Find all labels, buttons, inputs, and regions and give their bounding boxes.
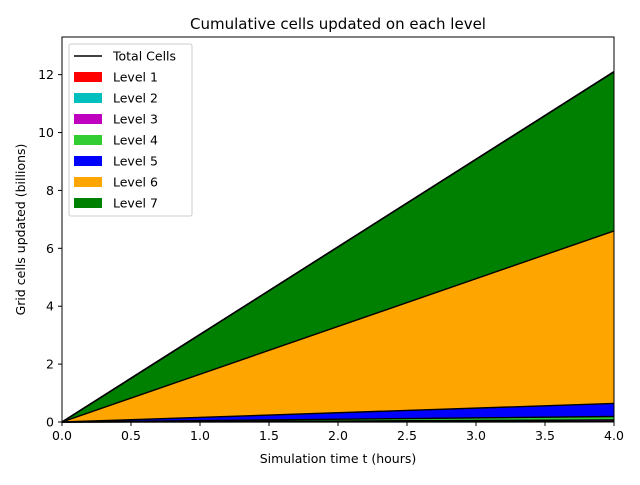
y-tick-label: 10 [38, 125, 54, 140]
x-tick-label: 0.5 [121, 428, 141, 443]
x-axis-label: Simulation time t (hours) [260, 451, 417, 466]
legend-label-total-cells: Total Cells [112, 49, 176, 64]
legend-swatch-level-1 [74, 72, 102, 82]
y-tick-label: 8 [46, 183, 54, 198]
y-axis-ticks: 0 2 4 6 8 10 12 [38, 67, 62, 429]
legend: Total Cells Level 1 Level 2 Level 3 Level 4 L… [69, 44, 192, 216]
legend-label-level-7: Level 7 [113, 196, 158, 211]
x-tick-label: 3.5 [535, 428, 555, 443]
legend-label-level-6: Level 6 [113, 175, 158, 190]
legend-label-level-2: Level 2 [113, 91, 158, 106]
legend-label-level-3: Level 3 [113, 112, 158, 127]
y-tick-label: 2 [46, 357, 54, 372]
legend-swatch-level-6 [74, 177, 102, 187]
x-tick-label: 2.5 [397, 428, 417, 443]
y-tick-label: 4 [46, 299, 54, 314]
x-axis-ticks: 0.0 0.5 1.0 1.5 2.0 2.5 3.0 3.5 4.0 [52, 422, 624, 443]
x-tick-label: 2.0 [328, 428, 348, 443]
legend-swatch-level-2 [74, 93, 102, 103]
x-tick-label: 4.0 [604, 428, 624, 443]
legend-swatch-level-4 [74, 135, 102, 145]
legend-swatch-level-7 [74, 198, 102, 208]
y-axis-label: Grid cells updated (billions) [13, 144, 28, 316]
legend-label-level-4: Level 4 [113, 133, 158, 148]
y-tick-label: 0 [46, 415, 54, 430]
y-tick-label: 12 [38, 67, 54, 82]
legend-label-level-5: Level 5 [113, 154, 158, 169]
x-tick-label: 0.0 [52, 428, 72, 443]
y-tick-label: 6 [46, 241, 54, 256]
x-tick-label: 1.5 [259, 428, 279, 443]
x-tick-label: 3.0 [466, 428, 486, 443]
chart-title: Cumulative cells updated on each level [190, 15, 486, 33]
legend-label-level-1: Level 1 [113, 70, 158, 85]
x-tick-label: 1.0 [190, 428, 210, 443]
legend-swatch-level-3 [74, 114, 102, 124]
legend-swatch-level-5 [74, 156, 102, 166]
